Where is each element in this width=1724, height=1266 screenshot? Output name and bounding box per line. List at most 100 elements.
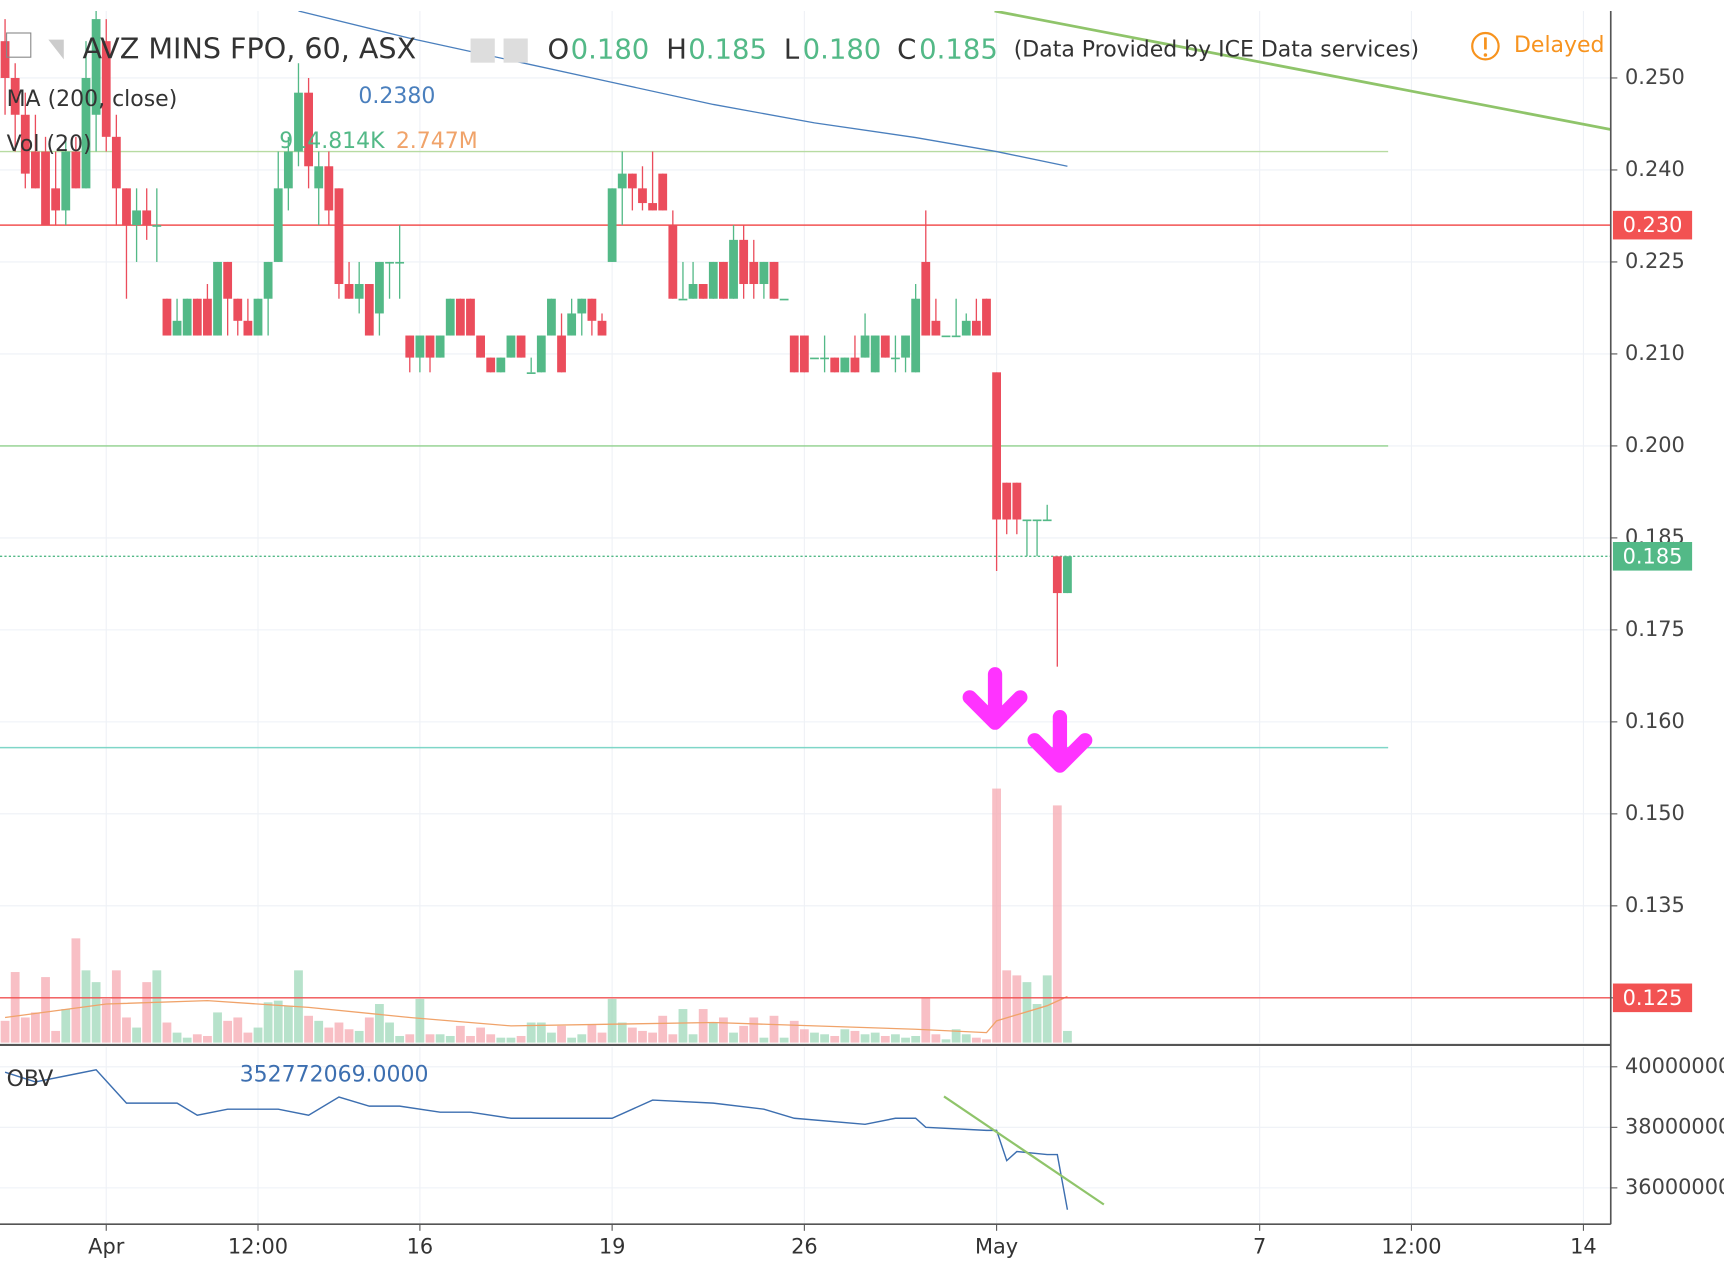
icon[interactable] [503, 38, 528, 63]
ohlc-value: 0.180 [803, 34, 882, 66]
volume-bar [557, 1025, 566, 1043]
volume-bar [425, 1034, 435, 1043]
candle-body [1032, 519, 1042, 522]
candle-body [870, 335, 880, 373]
candle-body [708, 261, 718, 299]
volume-bar [921, 997, 931, 1043]
candle-body [71, 151, 81, 189]
arrow [1027, 709, 1093, 773]
candle-body [233, 298, 243, 321]
volume-bar [486, 1034, 496, 1043]
candle-body [547, 298, 556, 336]
candle-body [587, 298, 597, 321]
obv-legend: OBV [7, 1067, 54, 1092]
volume-bar [233, 1017, 243, 1043]
candle-body [344, 284, 354, 299]
trend-line [943, 1095, 1105, 1206]
ma-legend-value: 0.2380 [358, 84, 435, 109]
volume-bar [122, 1017, 131, 1043]
candle-body [678, 298, 688, 301]
volume-bar [344, 1029, 354, 1043]
candle-body [192, 298, 202, 336]
candle-body [567, 313, 577, 336]
ohlc-value: 0.180 [571, 34, 650, 66]
x-tick-label: 12:00 [1381, 1234, 1441, 1258]
volume-bar [516, 1035, 526, 1043]
candle-body [719, 261, 728, 299]
volume-bar [941, 1039, 951, 1043]
volume-legend-value: 914.814K [279, 129, 385, 154]
candle-body [354, 284, 364, 299]
x-tick-label: 26 [791, 1234, 818, 1258]
volume-bar [203, 1035, 212, 1043]
volume-bar [971, 1037, 981, 1043]
volume-bar [678, 1009, 688, 1043]
candle-body [627, 173, 637, 189]
candle-body [375, 261, 384, 314]
volume-bar [617, 1022, 627, 1043]
y-tick-label: 0.225 [1625, 249, 1685, 273]
volume-bar [587, 1024, 597, 1043]
volume-bar [71, 938, 81, 1043]
y-tick-label: 0.135 [1625, 893, 1685, 917]
candle-body [668, 225, 678, 299]
volume-bar [799, 1029, 809, 1043]
level-label-box [1612, 983, 1693, 1013]
candle-body [435, 335, 445, 358]
volume-bar [273, 1000, 283, 1043]
candle-body [466, 298, 475, 336]
candle-body [182, 298, 192, 336]
obv-pane [4, 1069, 1105, 1210]
data-source: (Data Provided by ICE Data services) [1014, 38, 1419, 63]
volume-bar [61, 1009, 71, 1043]
volume-bar [324, 1027, 334, 1043]
candle-body [496, 357, 506, 373]
volume-bar [779, 1037, 789, 1043]
volume-ma-legend-value: 2.747M [396, 129, 478, 154]
volume-bar [354, 1030, 364, 1043]
volume-bar [152, 970, 162, 1043]
x-tick-label: 7 [1253, 1234, 1266, 1258]
volume-bar [982, 1039, 991, 1043]
volume-bar [162, 1022, 172, 1043]
candle-body [395, 261, 405, 264]
volume-bar [0, 1020, 10, 1043]
x-tick-label: Apr [88, 1234, 125, 1258]
volume-bar [880, 1035, 890, 1043]
candle-body [111, 136, 121, 189]
candle-body [779, 298, 789, 301]
volume-bar [375, 1004, 384, 1043]
candle-body [81, 77, 91, 189]
volume-bar [476, 1027, 485, 1043]
candle-body [810, 357, 819, 360]
volume-bar [870, 1032, 880, 1043]
candle-body [557, 335, 566, 373]
y-tick-label: 360000000 [1625, 1175, 1724, 1199]
candle-body [638, 188, 647, 204]
y-tick-label: 0.160 [1625, 709, 1685, 733]
candle-body [759, 261, 769, 285]
candle-body [729, 239, 738, 299]
candle-body [789, 335, 799, 373]
y-tick-label: 0.250 [1625, 65, 1685, 89]
candle-body [648, 203, 657, 211]
header: AVZ MINS FPO, 60, ASX (Data Provided by … [6, 32, 1605, 66]
volume-bar [192, 1034, 202, 1043]
candle-body [961, 320, 971, 336]
volume-bar [385, 1022, 394, 1043]
volume-bar [840, 1029, 850, 1043]
volume-bar [364, 1017, 374, 1043]
volume-bar [182, 1037, 192, 1043]
candle-body [688, 284, 698, 299]
candle-body [597, 320, 607, 336]
candle-body [162, 298, 172, 336]
icon[interactable] [470, 38, 495, 63]
candle-body [526, 372, 536, 374]
volume-bar [31, 1012, 40, 1043]
volume-bar [283, 1005, 293, 1043]
volume-bar [708, 1022, 718, 1043]
candle-body [243, 320, 253, 336]
x-tick-label: 16 [407, 1234, 434, 1258]
